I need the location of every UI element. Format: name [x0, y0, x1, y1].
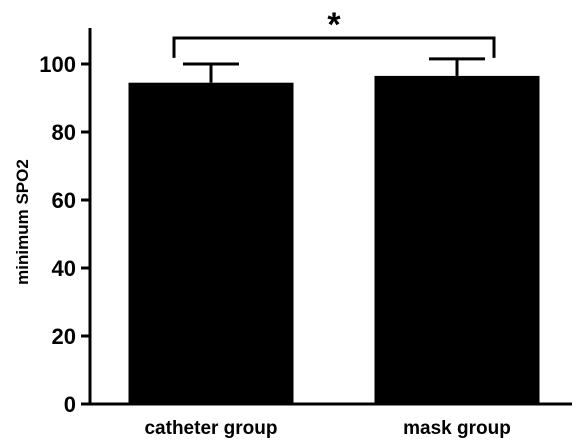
bar-mask-group	[374, 75, 540, 405]
bars	[128, 75, 540, 405]
x-category-label: mask group	[403, 418, 511, 439]
y-tick-label: 0	[64, 392, 76, 417]
y-tick-label: 40	[52, 256, 76, 281]
y-tick-label: 100	[39, 52, 76, 77]
significance-bracket	[172, 36, 496, 58]
significance-star: *	[327, 6, 341, 44]
significance-annotation: *	[172, 6, 496, 58]
y-tick-label: 20	[52, 324, 76, 349]
y-tick-label: 80	[52, 120, 76, 145]
y-axis-title: minimum SPO2	[13, 159, 32, 285]
bar-catheter-group	[128, 82, 294, 404]
y-tick-label: 60	[52, 188, 76, 213]
error-bars	[183, 57, 485, 83]
labels: 0 20 40 60 80 100 minimum SPO2 catheter group ma…	[13, 52, 511, 439]
x-category-label: catheter group	[144, 418, 277, 439]
